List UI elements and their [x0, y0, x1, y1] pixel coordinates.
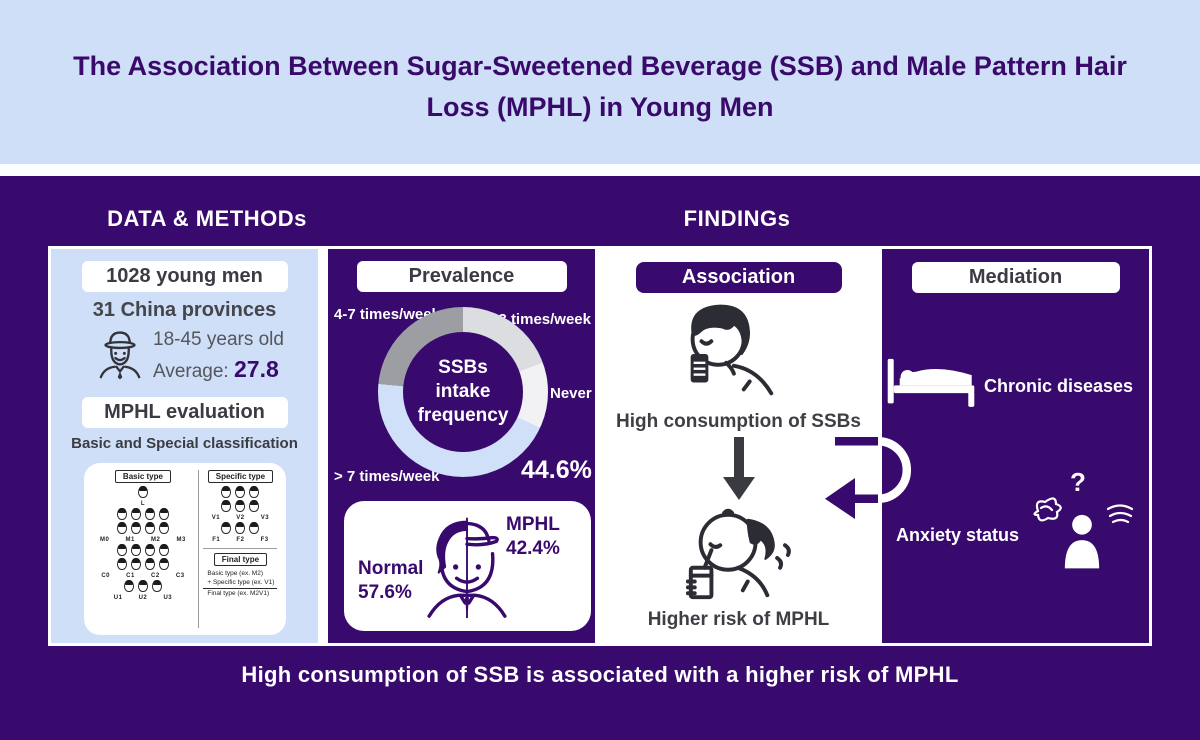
basp-specific-column: Specific type V1 V2 V3 F1 F2 F3 Final ty… [199, 470, 278, 628]
basp-final-line3: Final type (ex. M2V1) [203, 588, 278, 598]
section-header-data-methods: DATA & METHODs [107, 206, 307, 231]
basp-head-row [203, 522, 277, 536]
basp-labels-f: F1 F2 F3 [212, 537, 269, 543]
basp-classification-figure: Basic type L M0 M1 M2 M3 C0 C1 C2 C3 U1 … [83, 463, 286, 635]
basp-labels-v: V1 V2 V3 [211, 515, 270, 521]
donut-center-line: SSBs [438, 357, 488, 379]
basp-head-row [203, 486, 277, 500]
mediation-header-box: Mediation [911, 262, 1120, 293]
down-arrow-icon [722, 437, 755, 500]
basp-head-row [92, 486, 195, 500]
section-header-findings: FINDINGs [683, 206, 791, 231]
donut-label-gt7: > 7 times/week [334, 468, 440, 485]
basp-head-row [92, 522, 195, 536]
mphl-prevalence-box: MPHL 42.4% Normal 57.6% [344, 501, 591, 631]
basp-final-header: Final type [213, 553, 268, 566]
mediation-loop-arrow-icon [825, 436, 911, 519]
basp-specific-header: Specific type [207, 470, 274, 483]
panel-mediation: Mediation Chronic diseases Anxiety statu… [882, 249, 1149, 643]
prevalence-header-box: Prevalence [356, 261, 567, 292]
panel-prevalence: Prevalence 4-7 times/week 1-3 times/week… [328, 249, 595, 643]
man-with-hat-icon [99, 331, 141, 380]
anxiety-person-icon [1064, 514, 1100, 569]
mphl-share-label: MPHL 42.4% [506, 513, 560, 561]
balding-person-icon [685, 508, 791, 600]
average-label: Average: [153, 361, 229, 382]
normal-value: 57.6% [358, 581, 412, 603]
normal-share-label: Normal 57.6% [358, 557, 423, 605]
basp-divider [203, 548, 278, 549]
page-title: The Association Between Sugar-Sweetened … [73, 51, 1127, 122]
basp-final-line1: Basic type (ex. M2) [207, 570, 264, 577]
classification-text: Basic and Special classification [71, 435, 298, 452]
provinces-text: 31 China provinces [92, 299, 277, 321]
scribble-left-icon [1033, 497, 1062, 522]
basp-labels-c: C0 C1 C2 C3 [101, 573, 185, 579]
donut-label-4-7: 4-7 times/week [334, 306, 440, 323]
basp-head-row [92, 580, 195, 594]
basp-head-row [92, 508, 195, 522]
panel-group: 1028 young men 31 China provinces [48, 246, 1152, 646]
conclusion-banner: High consumption of SSB is associated wi… [241, 662, 959, 687]
question-mark: ? [1070, 467, 1086, 497]
basp-labels-m: M0 M1 M2 M3 [100, 537, 186, 543]
drinking-person-icon [690, 304, 774, 396]
main-panel: DATA & METHODs FINDINGs 1028 young men 3… [0, 176, 1200, 740]
higher-risk-text: Higher risk of MPHL [647, 609, 830, 630]
bed-icon [887, 358, 975, 407]
basp-label-l: L [140, 501, 146, 507]
mphl-evaluation-box: MPHL evaluation [81, 397, 288, 428]
mphl-label: MPHL [506, 514, 560, 535]
anxiety-status-text: Anxiety status [896, 525, 1020, 545]
scribble-right-icon [1106, 504, 1134, 524]
sample-size-box: 1028 young men [81, 261, 288, 292]
panel-data-methods: 1028 young men 31 China provinces [51, 249, 318, 643]
basp-labels-u: U1 U2 U3 [113, 595, 173, 601]
basp-head-row [92, 544, 195, 558]
average-value: 27.8 [233, 356, 279, 382]
high-consumption-text: High consumption of SSBs [616, 411, 861, 432]
basp-head-row [92, 558, 195, 572]
average-age-text: Average: 27.8 [153, 356, 279, 383]
ssb-intake-donut [378, 307, 548, 477]
divider-strip [0, 164, 1200, 176]
donut-center-label: SSBs intake frequency [378, 307, 548, 477]
split-face-icon [427, 517, 507, 619]
normal-label: Normal [358, 558, 424, 579]
donut-highlight-value: 44.6% [521, 456, 592, 484]
age-range-text: 18-45 years old [153, 329, 284, 350]
chronic-diseases-text: Chronic diseases [984, 376, 1134, 396]
donut-center-line: intake [435, 381, 491, 403]
basp-basic-column: Basic type L M0 M1 M2 M3 C0 C1 C2 C3 U1 … [92, 470, 200, 628]
donut-label-never: Never [550, 385, 592, 402]
basp-final-line2: + Specific type (ex. V1) [207, 579, 275, 586]
mphl-value: 42.4% [506, 537, 560, 559]
basp-head-row [203, 500, 277, 514]
donut-center-line: frequency [417, 404, 509, 426]
association-header-box: Association [635, 262, 842, 293]
panel-association: Association High consumption [605, 249, 872, 643]
basp-basic-header: Basic type [114, 470, 171, 483]
